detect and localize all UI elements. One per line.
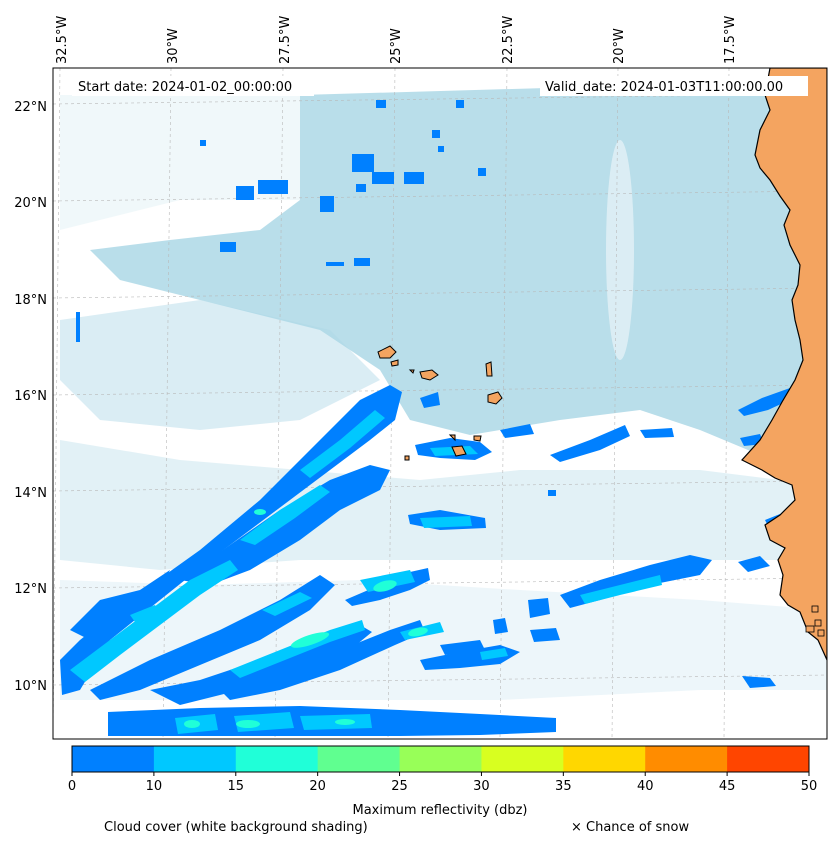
map-frame xyxy=(52,67,828,740)
lat-label: 10°N xyxy=(14,679,47,694)
valid-date-label: Valid_date: 2024-01-03T11:00:00.00 xyxy=(545,80,783,95)
colorbar-segment xyxy=(72,746,155,772)
colorbar-tick-label: 40 xyxy=(637,779,654,794)
lon-label: 32.5°W xyxy=(55,16,70,64)
colorbar-tick-label: 30 xyxy=(473,779,490,794)
colorbar-segments xyxy=(72,746,810,772)
colorbar-tick-label: 45 xyxy=(719,779,736,794)
lat-label: 16°N xyxy=(14,389,47,404)
start-date-label: Start date: 2024-01-02_00:00:00 xyxy=(78,80,292,95)
colorbar: 0 10 15 20 25 30 35 40 45 50 Maximum reflectivity… xyxy=(68,745,817,818)
lon-label: 20°W xyxy=(612,28,627,64)
cloud-cover-label: Cloud cover (white background shading) xyxy=(104,820,368,835)
colorbar-tick-label: 20 xyxy=(309,779,326,794)
colorbar-segment xyxy=(727,746,810,772)
colorbar-tick-label: 0 xyxy=(68,779,76,794)
valid-date-box xyxy=(540,76,808,96)
colorbar-segment xyxy=(399,746,482,772)
colorbar-frame xyxy=(71,745,810,773)
colorbar-tick-label: 50 xyxy=(801,779,818,794)
longitude-labels: 32.5°W 30°W 27.5°W 25°W 22.5°W 20°W 17.5… xyxy=(55,16,738,64)
lon-label: 17.5°W xyxy=(723,16,738,64)
lat-label: 14°N xyxy=(14,486,47,501)
colorbar-ticks: 0 10 15 20 25 30 35 40 45 50 xyxy=(68,772,817,794)
colorbar-tick-label: 35 xyxy=(555,779,572,794)
coastal-islands xyxy=(805,605,825,637)
lon-label: 30°W xyxy=(166,28,181,64)
colorbar-segment xyxy=(563,746,646,772)
colorbar-segment xyxy=(317,746,401,772)
lon-label: 27.5°W xyxy=(278,16,293,64)
lat-label: 22°N xyxy=(14,100,47,115)
cape-verde-islands xyxy=(377,345,503,461)
lat-label: 20°N xyxy=(14,196,47,211)
africa-coast xyxy=(741,68,827,661)
lon-label: 22.5°W xyxy=(501,16,516,64)
colorbar-segment xyxy=(481,746,564,772)
lon-label: 25°W xyxy=(389,28,404,64)
colorbar-tick-label: 10 xyxy=(146,779,163,794)
colorbar-tick-label: 15 xyxy=(228,779,245,794)
lat-label: 18°N xyxy=(14,293,47,308)
reflectivity-10-15 xyxy=(70,410,827,734)
colorbar-title: Maximum reflectivity (dbz) xyxy=(353,803,528,818)
colorbar-tick-label: 25 xyxy=(391,779,408,794)
snow-label: × Chance of snow xyxy=(571,820,689,835)
colorbar-segment xyxy=(153,746,237,772)
latitude-labels: 22°N 20°N 18°N 16°N 14°N 12°N 10°N xyxy=(14,100,47,694)
lat-label: 12°N xyxy=(14,582,47,597)
start-date-box xyxy=(72,76,314,96)
colorbar-segment xyxy=(235,746,319,772)
colorbar-segment xyxy=(645,746,728,772)
